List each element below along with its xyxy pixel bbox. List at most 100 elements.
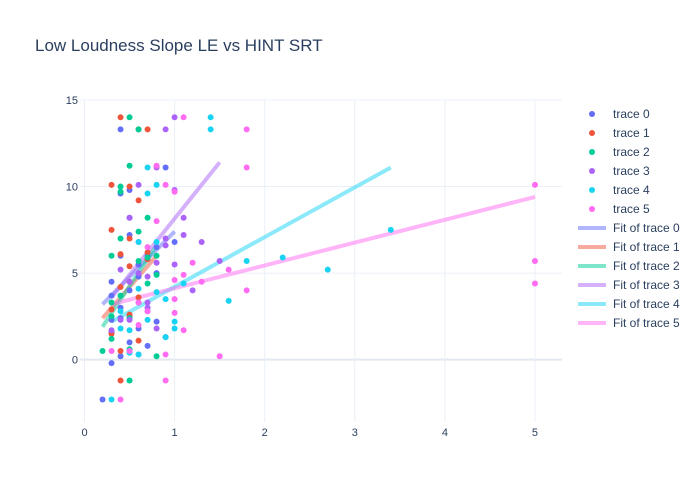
data-point: [99, 348, 106, 355]
data-point: [144, 190, 151, 197]
legend-item[interactable]: Fit of trace 2: [578, 259, 680, 273]
y-tick-label: 15: [66, 95, 78, 107]
data-point: [162, 334, 169, 341]
data-point: [117, 283, 124, 290]
data-points: [99, 114, 538, 403]
data-point: [117, 266, 124, 273]
data-point: [162, 181, 169, 188]
data-point: [117, 126, 124, 133]
data-point: [108, 313, 115, 320]
legend-item[interactable]: Fit of trace 0: [578, 221, 680, 235]
data-point: [198, 278, 205, 285]
grid: [80, 99, 562, 422]
legend-label: Fit of trace 0: [613, 221, 680, 235]
data-point: [153, 218, 160, 225]
data-point: [144, 273, 151, 280]
legend-label: trace 5: [613, 202, 650, 216]
data-point: [180, 327, 187, 334]
data-point: [135, 322, 142, 329]
data-point: [117, 251, 124, 258]
data-point: [144, 249, 151, 256]
data-point: [243, 126, 250, 133]
data-point: [144, 299, 151, 306]
data-point: [144, 254, 151, 261]
legend-item[interactable]: Fit of trace 3: [578, 278, 680, 292]
data-point: [126, 114, 133, 121]
data-point: [126, 339, 133, 346]
data-point: [135, 299, 142, 306]
data-point: [171, 261, 178, 268]
data-point: [162, 296, 169, 303]
data-point: [135, 258, 142, 264]
data-point: [153, 289, 160, 296]
data-point: [126, 235, 133, 242]
data-point: [243, 164, 250, 171]
data-point: [279, 254, 286, 261]
data-point: [135, 351, 142, 358]
legend-marker: [589, 187, 595, 193]
data-point: [135, 270, 142, 277]
legend[interactable]: trace 0 trace 1 trace 2 trace 3 trace 4 trace…: [578, 107, 680, 330]
data-point: [162, 126, 169, 133]
data-point: [135, 228, 142, 235]
data-point: [171, 277, 178, 284]
data-point: [108, 327, 115, 334]
data-point: [144, 214, 151, 221]
data-point: [153, 259, 160, 266]
legend-marker: [589, 149, 595, 155]
data-point: [117, 308, 124, 315]
legend-item[interactable]: Fit of trace 4: [578, 297, 680, 311]
data-point: [117, 353, 124, 360]
legend-label: trace 4: [613, 183, 650, 197]
data-point: [108, 252, 115, 259]
data-point: [162, 351, 169, 358]
legend-item[interactable]: trace 2: [589, 145, 650, 159]
y-axis: 0 5 10 15: [66, 95, 78, 367]
legend-item[interactable]: trace 3: [589, 164, 650, 178]
fit-line: [111, 195, 536, 307]
data-point: [216, 353, 223, 360]
data-point: [189, 259, 196, 266]
data-point: [99, 396, 106, 403]
data-point: [135, 285, 142, 292]
data-point: [108, 360, 115, 367]
data-point: [117, 188, 124, 195]
data-point: [225, 266, 232, 273]
data-point: [171, 309, 178, 316]
data-point: [153, 271, 160, 278]
legend-item[interactable]: Fit of trace 1: [578, 240, 680, 254]
data-point: [171, 188, 178, 195]
data-point: [162, 164, 169, 171]
y-tick-label: 10: [66, 182, 78, 194]
data-point: [216, 258, 223, 264]
legend-label: trace 3: [613, 164, 650, 178]
fit-line: [110, 165, 392, 324]
x-tick-label: 2: [262, 427, 268, 439]
data-point: [135, 197, 142, 204]
legend-label: trace 0: [613, 107, 650, 121]
data-point: [108, 396, 115, 403]
legend-label: Fit of trace 1: [613, 240, 680, 254]
data-point: [126, 278, 133, 285]
legend-marker: [589, 111, 595, 117]
data-point: [144, 308, 151, 315]
legend-item[interactable]: trace 5: [589, 202, 650, 216]
legend-label: Fit of trace 3: [613, 278, 680, 292]
legend-label: Fit of trace 4: [613, 297, 680, 311]
data-point: [531, 181, 538, 188]
data-point: [117, 235, 124, 242]
legend-marker: [589, 206, 595, 212]
data-point: [126, 327, 133, 334]
data-point: [108, 226, 115, 233]
data-point: [207, 114, 214, 121]
x-tick-label: 1: [172, 427, 178, 439]
legend-item[interactable]: Fit of trace 5: [578, 316, 680, 330]
legend-item[interactable]: trace 4: [589, 183, 650, 197]
data-point: [162, 242, 169, 249]
x-tick-label: 4: [442, 427, 448, 439]
data-point: [324, 266, 331, 273]
legend-item[interactable]: trace 1: [589, 126, 650, 140]
legend-item[interactable]: trace 0: [589, 107, 650, 121]
data-point: [153, 353, 160, 360]
